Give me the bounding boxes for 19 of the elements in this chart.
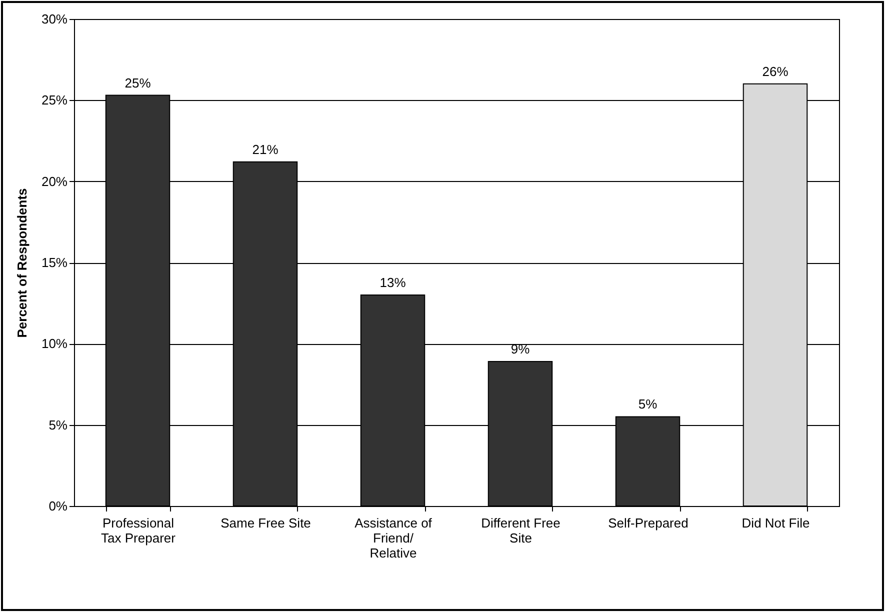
y-tick-label: 25% (41, 92, 68, 108)
x-tick-label: Different Free Site (481, 516, 560, 546)
y-tick-label: 30% (41, 12, 68, 26)
y-tick-label: 10% (41, 336, 68, 352)
data-label: 26% (762, 64, 789, 79)
x-tick-label: Assistance of Friend/Relative (354, 516, 432, 560)
x-tick-label: Did Not File (742, 516, 810, 530)
data-label: 5% (638, 396, 658, 412)
y-tick-label: 5% (48, 417, 68, 432)
y-axis-title: Percent of Respondents (14, 188, 30, 338)
y-tick-label: 15% (41, 255, 68, 270)
data-label: 25% (124, 75, 152, 90)
x-tick-label: Professional Tax Preparer (101, 516, 176, 546)
data-label: 13% (380, 274, 406, 290)
y-tick-label: 20% (41, 174, 68, 189)
data-label: 21% (252, 142, 279, 157)
x-tick-label: Self-Prepared (608, 516, 688, 530)
x-tick-label: Same Free Site (220, 516, 311, 530)
y-tick-label: 0% (48, 498, 68, 514)
